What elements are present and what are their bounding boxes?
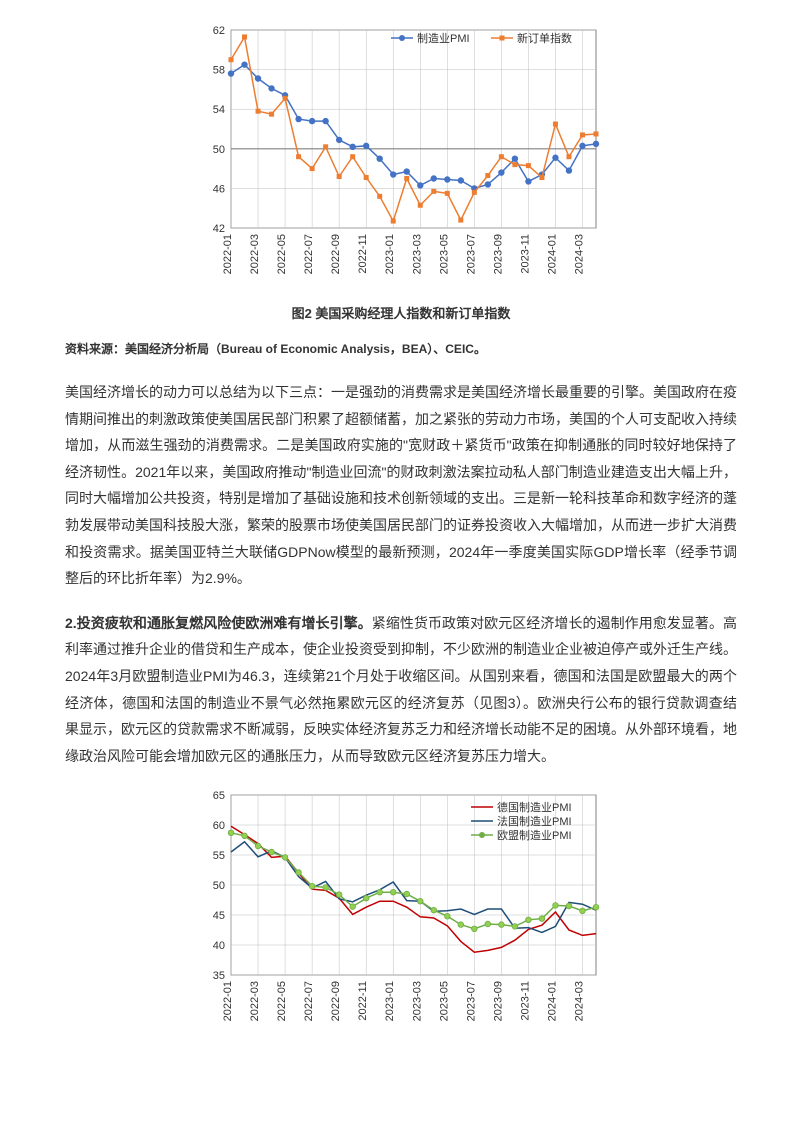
svg-text:50: 50 xyxy=(213,880,225,892)
svg-text:2022-09: 2022-09 xyxy=(330,981,342,1021)
svg-text:2023-11: 2023-11 xyxy=(519,234,531,274)
svg-text:2024-03: 2024-03 xyxy=(573,981,585,1021)
svg-text:德国制造业PMI: 德国制造业PMI xyxy=(497,800,572,814)
svg-text:2022-11: 2022-11 xyxy=(357,981,369,1021)
svg-text:2022-03: 2022-03 xyxy=(249,981,261,1021)
svg-text:2023-05: 2023-05 xyxy=(438,234,450,274)
svg-text:60: 60 xyxy=(213,820,225,832)
svg-text:2022-03: 2022-03 xyxy=(249,234,261,274)
svg-text:2022-01: 2022-01 xyxy=(222,981,234,1021)
svg-text:2023-09: 2023-09 xyxy=(492,234,504,274)
svg-text:2023-03: 2023-03 xyxy=(411,234,423,274)
chart2-container: 35 40 45 50 55 60 65 2022-01 2022-03 2022-05 2022-… xyxy=(65,787,737,1042)
svg-text:2023-05: 2023-05 xyxy=(438,981,450,1021)
svg-text:50: 50 xyxy=(213,144,225,156)
paragraph-2: 2.投资疲软和通胀复燃风险使欧洲难有增长引擎。紧缩性货币政策对欧元区经济增长的遏… xyxy=(65,610,737,770)
para2-body: 紧缩性货币政策对欧元区经济增长的遏制作用愈发显著。高利率通过推升企业的借贷和生产… xyxy=(65,615,737,764)
svg-text:2022-01: 2022-01 xyxy=(222,234,234,274)
svg-text:2024-01: 2024-01 xyxy=(546,234,558,274)
svg-text:2024-01: 2024-01 xyxy=(546,981,558,1021)
svg-text:2023-11: 2023-11 xyxy=(519,981,531,1021)
svg-text:40: 40 xyxy=(213,940,225,952)
svg-text:制造业PMI: 制造业PMI xyxy=(417,31,470,45)
svg-text:35: 35 xyxy=(213,970,225,982)
svg-text:2023-07: 2023-07 xyxy=(465,981,477,1021)
svg-text:新订单指数: 新订单指数 xyxy=(517,31,572,45)
svg-text:2023-03: 2023-03 xyxy=(411,981,423,1021)
chart1-container: 42 46 50 54 58 62 2022-01 2022-03 2022-05 2022-07… xyxy=(65,20,737,322)
svg-text:2022-05: 2022-05 xyxy=(276,234,288,274)
svg-text:2022-05: 2022-05 xyxy=(276,981,288,1021)
paragraph-1: 美国经济增长的动力可以总结为以下三点：一是强劲的消费需求是美国经济增长最重要的引… xyxy=(65,379,737,592)
svg-text:58: 58 xyxy=(213,65,225,77)
svg-text:42: 42 xyxy=(213,223,225,235)
chart1-caption: 图2 美国采购经理人指数和新订单指数 xyxy=(292,303,511,322)
svg-text:2023-01: 2023-01 xyxy=(384,981,396,1021)
svg-text:54: 54 xyxy=(213,104,225,116)
svg-text:2024-03: 2024-03 xyxy=(573,234,585,274)
chart1-plot: 42 46 50 54 58 62 2022-01 2022-03 2022-05 2022-07… xyxy=(196,20,606,295)
svg-text:62: 62 xyxy=(213,25,225,37)
svg-text:法国制造业PMI: 法国制造业PMI xyxy=(497,814,572,828)
svg-text:2022-07: 2022-07 xyxy=(303,234,315,274)
svg-text:65: 65 xyxy=(213,790,225,802)
svg-text:55: 55 xyxy=(213,850,225,862)
svg-text:欧盟制造业PMI: 欧盟制造业PMI xyxy=(497,828,572,842)
source-note: 资料来源：美国经济分析局（Bureau of Economic Analysis… xyxy=(65,340,737,357)
chart2-plot: 35 40 45 50 55 60 65 2022-01 2022-03 2022-05 2022-… xyxy=(196,787,606,1042)
svg-text:2023-07: 2023-07 xyxy=(465,234,477,274)
svg-text:2022-11: 2022-11 xyxy=(357,234,369,274)
svg-text:2022-07: 2022-07 xyxy=(303,981,315,1021)
svg-text:2023-01: 2023-01 xyxy=(384,234,396,274)
svg-text:2023-09: 2023-09 xyxy=(492,981,504,1021)
para2-lead: 2.投资疲软和通胀复燃风险使欧洲难有增长引擎。 xyxy=(65,615,372,631)
svg-text:45: 45 xyxy=(213,910,225,922)
svg-text:2022-09: 2022-09 xyxy=(330,234,342,274)
svg-text:46: 46 xyxy=(213,183,225,195)
